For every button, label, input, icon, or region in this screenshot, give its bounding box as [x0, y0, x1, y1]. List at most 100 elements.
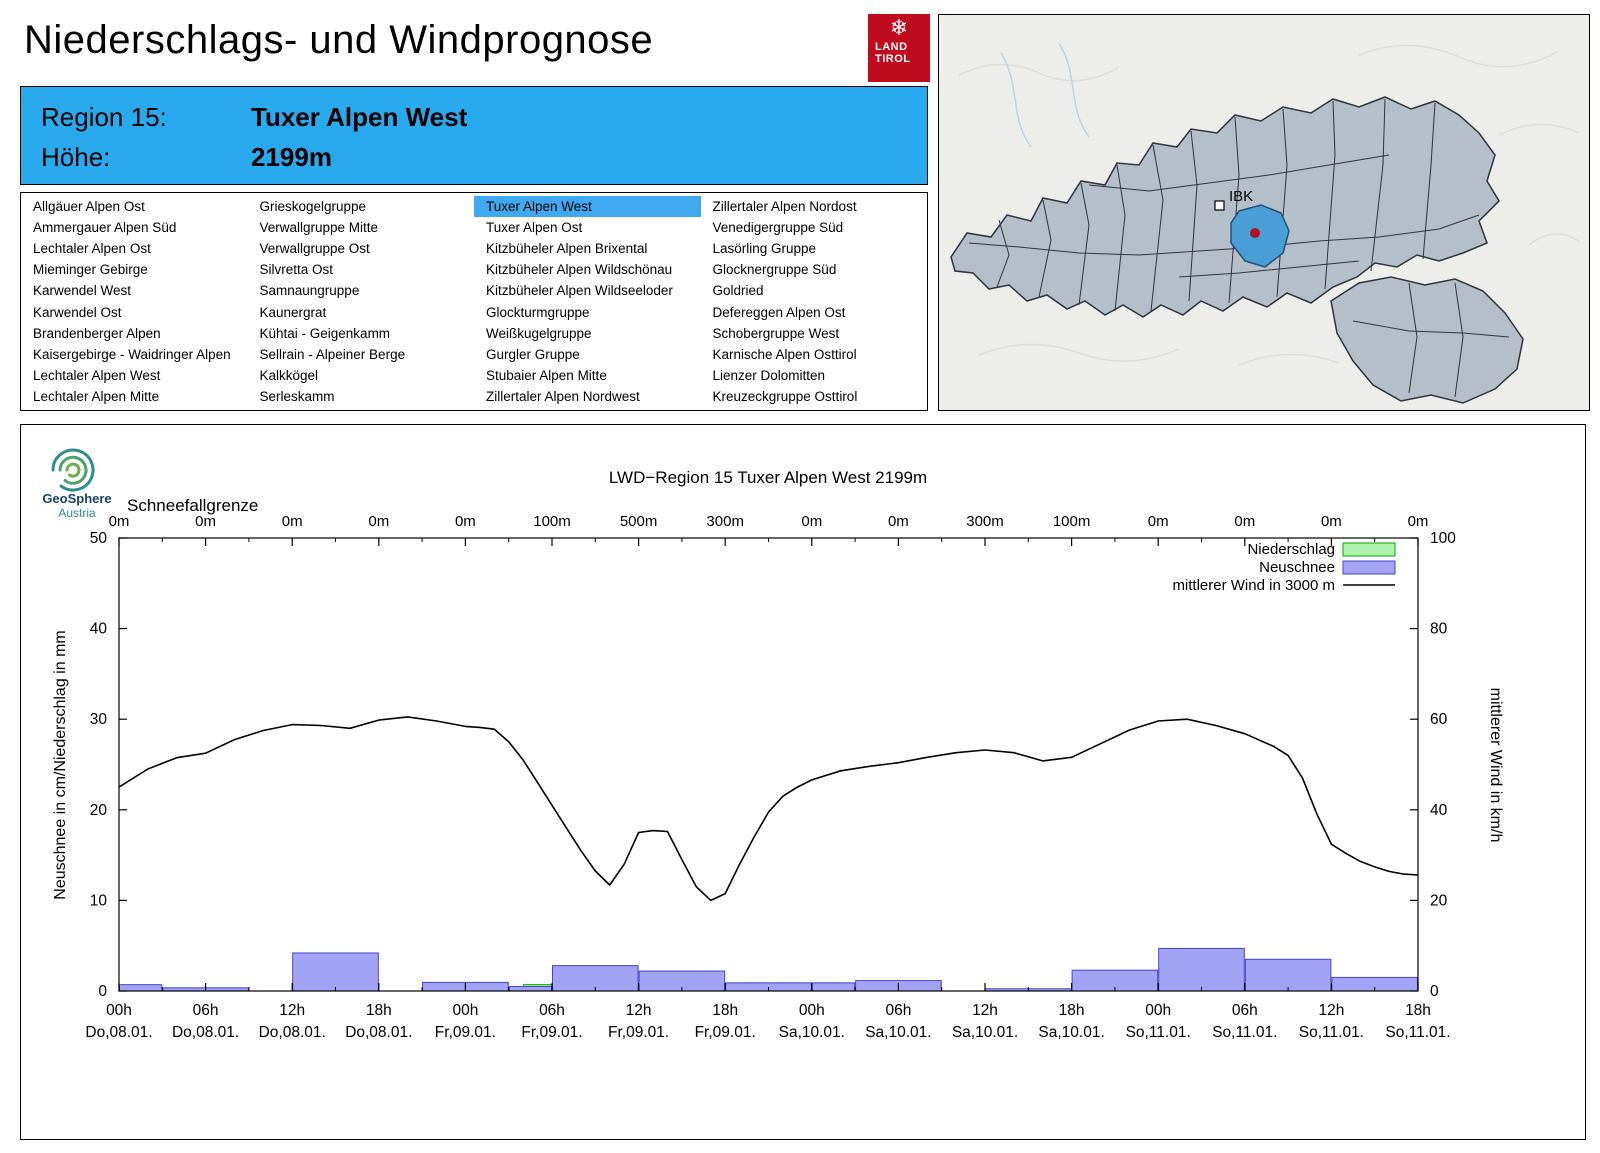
- region-item[interactable]: Lechtaler Alpen West: [33, 367, 161, 383]
- legend-label: mittlerer Wind in 3000 m: [1172, 577, 1335, 594]
- region-item[interactable]: Allgäuer Alpen Ost: [33, 199, 145, 215]
- map-region-north-tirol[interactable]: [950, 96, 1500, 318]
- region-item[interactable]: Lechtaler Alpen Ost: [33, 241, 151, 257]
- x-tick-time-label: 06h: [885, 1002, 911, 1019]
- left-axis-label: Neuschnee in cm/Niederschlag in mm: [52, 630, 69, 899]
- x-tick-time-label: 12h: [279, 1002, 305, 1019]
- region-item[interactable]: Silvretta Ost: [259, 262, 334, 278]
- region-item[interactable]: Ammergauer Alpen Süd: [33, 220, 177, 236]
- x-tick-time-label: 12h: [972, 1002, 998, 1019]
- snowline-value: 0m: [1234, 513, 1255, 530]
- snowline-value: 0m: [1321, 513, 1342, 530]
- snowline-value: 100m: [1053, 513, 1091, 530]
- land-tirol-logo-text: LAND TIROL: [868, 41, 930, 65]
- snowline-value: 0m: [1408, 513, 1429, 530]
- map-region-selected[interactable]: [1230, 204, 1290, 268]
- wind-line: [118, 716, 1419, 902]
- right-axis-label: mittlerer Wind in km/h: [1487, 688, 1504, 843]
- region-item[interactable]: Kitzbüheler Alpen Wildseeloder: [486, 283, 673, 299]
- region-item[interactable]: Kreuzeckgruppe Osttirol: [712, 388, 858, 404]
- region-item[interactable]: Venedigergruppe Süd: [712, 220, 844, 236]
- region-item[interactable]: Verwallgruppe Mitte: [259, 220, 379, 236]
- region-item[interactable]: Lechtaler Alpen Mitte: [33, 388, 160, 404]
- y-left-label: 0: [98, 983, 107, 1000]
- region-item[interactable]: Karwendel Ost: [33, 304, 122, 320]
- region-item[interactable]: Kalkkögel: [259, 367, 319, 383]
- region-item[interactable]: Lasörling Gruppe: [712, 241, 817, 257]
- legend-swatch: [1342, 542, 1396, 557]
- tirol-map[interactable]: IBK: [938, 14, 1590, 411]
- snowline-value: 300m: [706, 513, 744, 530]
- geosphere-sub: Austria: [58, 506, 96, 520]
- y-axes: 0 10 20 30 40 50 0 20 40 60 80 100: [90, 530, 1456, 1000]
- x-tick-time-label: 06h: [539, 1002, 565, 1019]
- y-left-label: 10: [90, 892, 108, 909]
- region-label: Region 15:: [41, 101, 167, 132]
- region-item[interactable]: Tuxer Alpen Ost: [486, 220, 583, 236]
- region-item-selected[interactable]: Tuxer Alpen West: [474, 196, 701, 218]
- y-left-label: 40: [90, 621, 108, 638]
- region-item[interactable]: Serleskamm: [259, 388, 335, 404]
- x-tick-date-label: Do,08.01.: [259, 1024, 326, 1041]
- logo-line1: LAND: [875, 41, 908, 53]
- x-tick-date-label: Fr,09.01.: [695, 1024, 756, 1041]
- region-item[interactable]: Kühtai - Geigenkamm: [259, 325, 391, 341]
- tirol-eagle-icon: ❄: [889, 16, 909, 41]
- chart-plot-area: 00h Do,08.01. 0m 06h Do,08.01. 0m 12h Do,08.01.…: [85, 513, 1456, 1041]
- x-tick-date-label: So,11.01.: [1212, 1024, 1277, 1041]
- x-tick-date-label: So,11.01.: [1126, 1024, 1191, 1041]
- region-item[interactable]: Weißkugelgruppe: [486, 325, 592, 341]
- neuschnee-bar: [811, 982, 856, 992]
- region-item[interactable]: Verwallgruppe Ost: [259, 241, 370, 257]
- snowline-value: 0m: [368, 513, 389, 530]
- region-item[interactable]: Schobergruppe West: [712, 325, 840, 341]
- neuschnee-bar: [1158, 947, 1245, 992]
- neuschnee-bar: [1244, 958, 1332, 992]
- region-item[interactable]: Kitzbüheler Alpen Brixental: [486, 241, 648, 257]
- x-tick-date-label: Do,08.01.: [345, 1024, 412, 1041]
- map-region-east-tirol[interactable]: [1330, 276, 1524, 404]
- snowline-value: 0m: [888, 513, 909, 530]
- x-tick-time-label: 00h: [799, 1002, 825, 1019]
- region-item[interactable]: Sellrain - Alpeiner Berge: [259, 346, 406, 362]
- region-item[interactable]: Zillertaler Alpen Nordwest: [486, 388, 640, 404]
- chart-title: LWD−Region 15 Tuxer Alpen West 2199m: [609, 468, 927, 487]
- region-item[interactable]: Goldried: [712, 283, 764, 299]
- region-item[interactable]: Stubaier Alpen Mitte: [486, 367, 607, 383]
- altitude-value: 2199m: [251, 141, 332, 172]
- region-item[interactable]: Glocknergruppe Süd: [712, 262, 837, 278]
- snowline-value: 0m: [282, 513, 303, 530]
- region-list: Allgäuer Alpen Ost Ammergauer Alpen Süd Le…: [20, 192, 928, 411]
- region-item[interactable]: Kaunergrat: [259, 304, 327, 320]
- region-item[interactable]: Kaisergebirge - Waidringer Alpen: [33, 346, 231, 362]
- logo-line2: TIROL: [875, 53, 911, 65]
- region-item[interactable]: Glockturmgruppe: [486, 304, 590, 320]
- y-left-label: 20: [90, 802, 108, 819]
- x-tick-date-label: Sa,10.01.: [865, 1024, 931, 1041]
- region-item[interactable]: Mieminger Gebirge: [33, 262, 148, 278]
- region-item[interactable]: Samnaungruppe: [259, 283, 360, 299]
- region-item[interactable]: Grieskogelgruppe: [259, 199, 367, 215]
- x-tick-date-label: So,11.01.: [1385, 1024, 1450, 1041]
- region-item[interactable]: Karnische Alpen Osttirol: [712, 346, 857, 362]
- region-item[interactable]: Defereggen Alpen Ost: [712, 304, 846, 320]
- x-tick-time-label: 00h: [452, 1002, 478, 1019]
- region-item[interactable]: Lienzer Dolomitten: [712, 367, 826, 383]
- geosphere-logo: GeoSphere Austria: [42, 448, 112, 520]
- snowline-value: 100m: [533, 513, 571, 530]
- region-item[interactable]: Gurgler Gruppe: [486, 346, 580, 362]
- plot-border: [118, 537, 1419, 992]
- forecast-chart: GeoSphere Austria LWD−Region 15 Tuxer Al…: [20, 424, 1586, 1140]
- y-right-label: 0: [1430, 983, 1439, 1000]
- region-item[interactable]: Brandenberger Alpen: [33, 325, 161, 341]
- snowline-value: 300m: [966, 513, 1004, 530]
- region-item[interactable]: Karwendel West: [33, 283, 132, 299]
- legend-label: Neuschnee: [1259, 559, 1335, 576]
- altitude-label: Höhe:: [41, 141, 111, 172]
- y-left-label: 30: [90, 711, 108, 728]
- x-tick-time-label: 06h: [1232, 1002, 1258, 1019]
- region-item[interactable]: Zillertaler Alpen Nordost: [712, 199, 857, 215]
- forecast-chart-svg: GeoSphere Austria LWD−Region 15 Tuxer Al…: [42, 448, 1504, 1041]
- snowline-value: 0m: [195, 513, 216, 530]
- region-item[interactable]: Kitzbüheler Alpen Wildschönau: [486, 262, 673, 278]
